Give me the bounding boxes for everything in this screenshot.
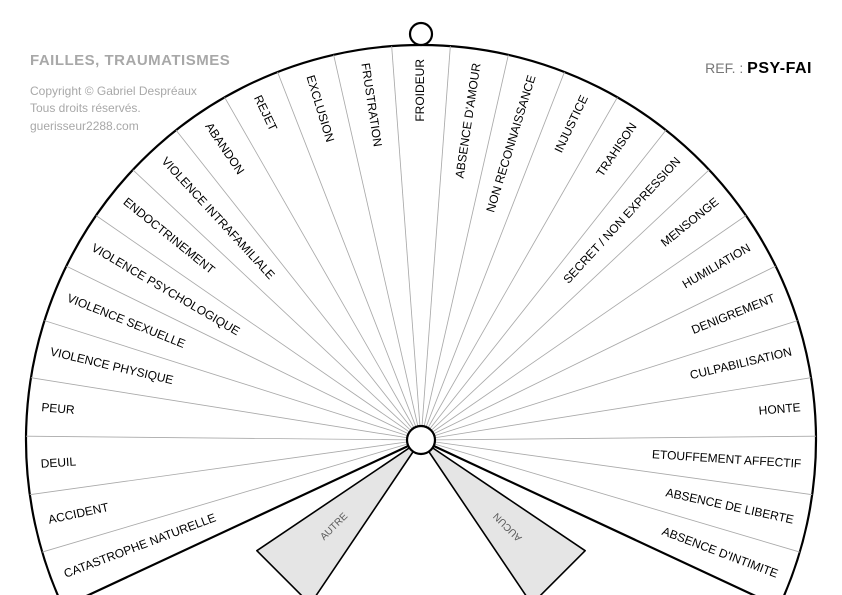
center-circle-icon xyxy=(407,426,435,454)
fan-diagram: AUTREAUCUNABSENCE D'INTIMITEABSENCE DE L… xyxy=(0,0,842,595)
top-circle-icon xyxy=(410,23,432,45)
segment-label: PEUR xyxy=(41,400,76,417)
segment-label: FROIDEUR xyxy=(413,59,427,122)
segment-label: DEUIL xyxy=(40,454,76,470)
